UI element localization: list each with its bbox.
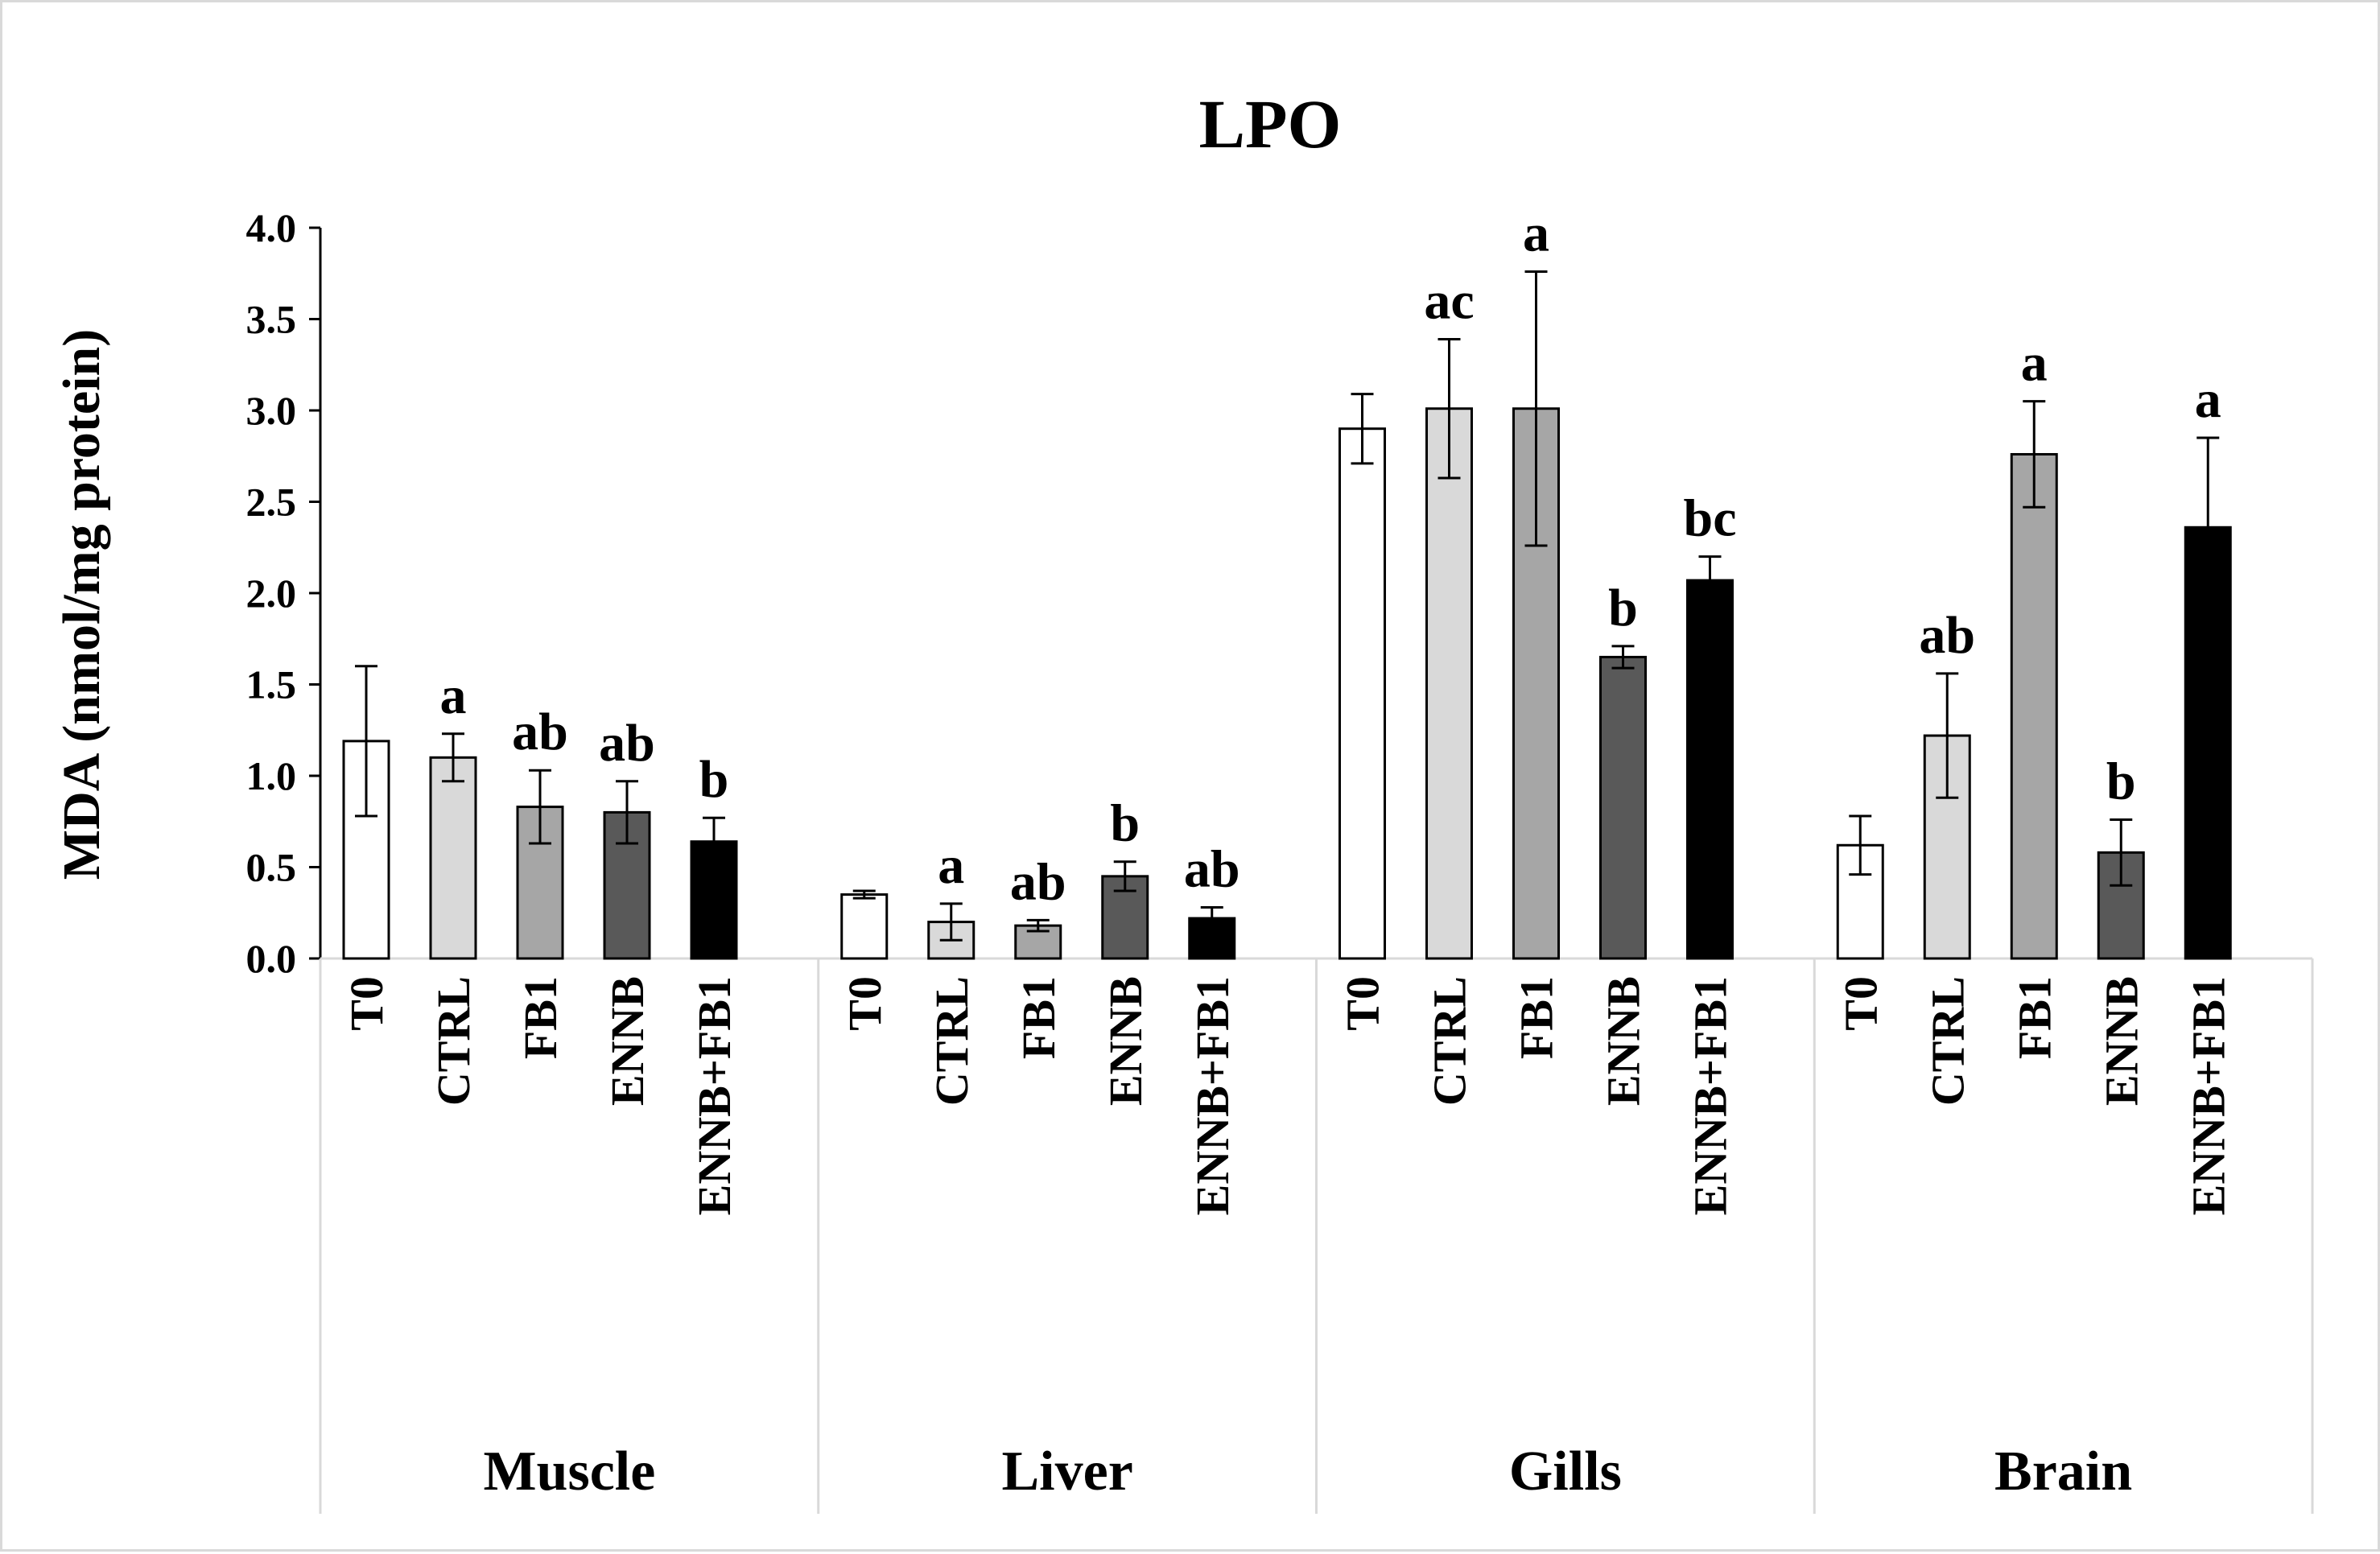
- group-label-brain: Brain: [1994, 1441, 2132, 1502]
- y-tick-label: 4.0: [246, 205, 297, 250]
- category-label: FB1: [1013, 976, 1065, 1059]
- significance-label: ab: [1010, 852, 1066, 911]
- significance-label: a: [2021, 334, 2048, 393]
- category-label: FB1: [2008, 976, 2060, 1059]
- bar-muscle-ctrl: [429, 756, 477, 960]
- category-label: T0: [839, 976, 891, 1031]
- category-label: ENNB: [2095, 976, 2147, 1106]
- category-label: ENNB+FB1: [688, 976, 740, 1215]
- group-label-muscle: Muscle: [483, 1441, 655, 1502]
- category-label: CTRL: [1921, 976, 1974, 1106]
- y-tick-label: 1.5: [246, 662, 297, 707]
- bar-liver-t0: [840, 893, 889, 960]
- significance-label: a: [1523, 204, 1549, 262]
- category-label: ENNB: [1099, 976, 1152, 1106]
- bar-gills-t0: [1338, 427, 1386, 960]
- bar-brain-fb1: [2010, 452, 2058, 960]
- axes-layer: 0.0 0.5 1.0 1.5 2.0 2.5 3.0 3.5 4.0: [246, 205, 2314, 1514]
- y-tick-label: 3.5: [246, 297, 297, 342]
- category-label: T0: [1834, 976, 1887, 1031]
- significance-label: bc: [1684, 489, 1737, 548]
- category-label: CTRL: [1424, 976, 1476, 1106]
- category-label: CTRL: [427, 976, 480, 1106]
- chart-title: LPO: [1199, 85, 1342, 163]
- category-label: FB1: [514, 976, 567, 1059]
- y-tick-label: 3.0: [246, 388, 297, 433]
- bar-gills-ctrl: [1425, 407, 1473, 960]
- significance-label: ab: [599, 714, 655, 773]
- bars-layer: [342, 270, 2232, 960]
- group-label-gills: Gills: [1509, 1441, 1622, 1502]
- significance-label: ab: [512, 703, 568, 761]
- category-label: ENNB: [1598, 976, 1650, 1106]
- category-label: ENNB+FB1: [2182, 976, 2234, 1215]
- bar-gills-ennb: [1599, 655, 1647, 960]
- labels-layer: T0aCTRLabFB1abENNBbENNB+FB1MuscleT0aCTRL…: [340, 204, 2234, 1502]
- group-label-liver: Liver: [1001, 1441, 1132, 1502]
- y-tick-label: 1.0: [246, 753, 297, 798]
- significance-label: ab: [1184, 839, 1240, 898]
- significance-label: a: [440, 666, 467, 725]
- significance-label: ab: [1919, 606, 1975, 665]
- y-tick-label: 2.0: [246, 571, 297, 616]
- significance-label: b: [1110, 794, 1140, 853]
- significance-label: ac: [1424, 271, 1474, 330]
- significance-label: a: [938, 836, 964, 895]
- category-label: T0: [340, 976, 393, 1031]
- significance-label: b: [1608, 579, 1638, 637]
- y-tick-label: 0.5: [246, 845, 297, 890]
- category-label: CTRL: [926, 976, 978, 1106]
- significance-label: b: [2106, 752, 2136, 810]
- category-label: T0: [1337, 976, 1389, 1031]
- significance-label: a: [2195, 370, 2221, 429]
- bar-gills-ennb-fb1: [1686, 579, 1734, 960]
- y-tick-label: 0.0: [246, 936, 297, 981]
- y-tick-label: 2.5: [246, 480, 297, 525]
- significance-label: b: [699, 750, 729, 809]
- y-axis-label: MDA (nmol/mg protein): [52, 329, 111, 880]
- category-label: ENNB+FB1: [1685, 976, 1737, 1215]
- category-label: ENNB: [601, 976, 654, 1106]
- category-label: ENNB+FB1: [1186, 976, 1239, 1215]
- category-label: FB1: [1511, 976, 1563, 1059]
